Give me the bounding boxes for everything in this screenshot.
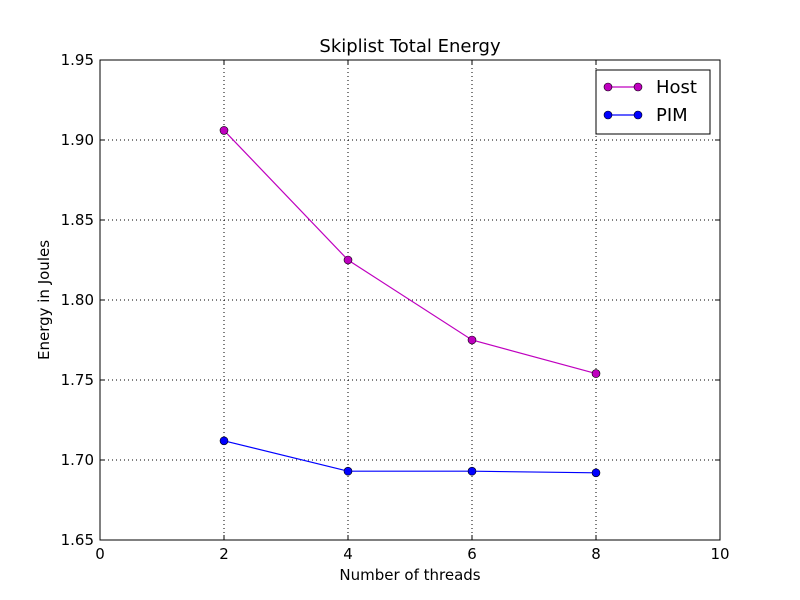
y-tick-label: 1.80 xyxy=(61,291,94,309)
data-point-host xyxy=(591,369,601,378)
x-axis-label: Number of threads xyxy=(339,566,480,584)
legend-marker-pim xyxy=(603,110,613,120)
data-point-host xyxy=(467,335,477,345)
legend-marker-pim xyxy=(633,110,643,120)
data-point-pim xyxy=(343,466,353,476)
y-tick-label: 1.70 xyxy=(61,451,94,469)
legend-marker-host xyxy=(603,82,613,92)
y-tick-label: 1.75 xyxy=(61,371,94,389)
y-axis-label: Energy in Joules xyxy=(35,240,53,360)
y-tick-label: 1.95 xyxy=(61,51,94,69)
grid xyxy=(100,60,720,540)
series-layer xyxy=(219,126,601,478)
x-tick-label: 10 xyxy=(710,545,729,563)
data-point-host xyxy=(219,126,229,135)
data-point-pim xyxy=(219,436,229,446)
y-tick-label: 1.65 xyxy=(61,531,94,549)
axis-ticks: 0 2 4 6 8 10 1.65 1.70 1.75 1.80 1.85 1.90 1.95 xyxy=(61,51,730,563)
legend-label-pim: PIM xyxy=(656,105,688,126)
data-point-host xyxy=(343,255,353,265)
x-tick-label: 4 xyxy=(343,545,353,563)
x-tick-label: 2 xyxy=(219,545,229,563)
x-tick-label: 8 xyxy=(591,545,601,563)
legend: Host PIM xyxy=(595,69,711,135)
data-point-pim xyxy=(591,468,601,478)
series-line-host xyxy=(223,129,597,375)
chart-title: Skiplist Total Energy xyxy=(319,36,501,57)
y-tick-label: 1.90 xyxy=(61,131,94,149)
series-line-pim xyxy=(223,440,597,474)
legend-label-host: Host xyxy=(656,77,697,98)
legend-marker-host xyxy=(633,82,643,92)
y-tick-label: 1.85 xyxy=(61,211,94,229)
x-tick-label: 0 xyxy=(95,545,105,563)
legend-box xyxy=(595,69,711,135)
data-point-pim xyxy=(467,466,477,476)
x-tick-label: 6 xyxy=(467,545,477,563)
